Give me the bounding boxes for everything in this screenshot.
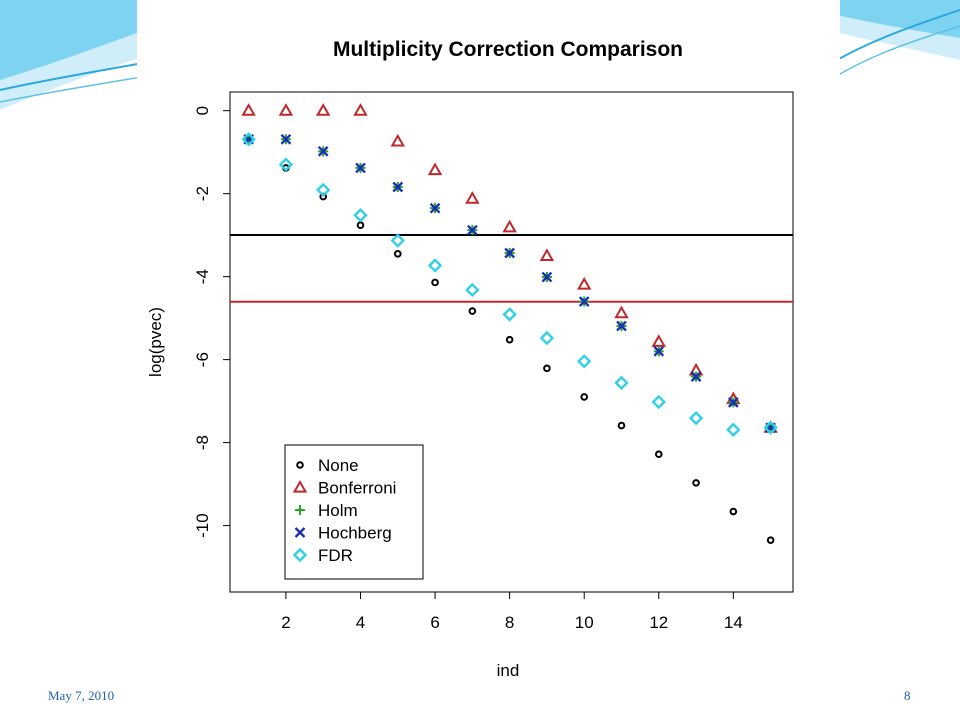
point-hochberg xyxy=(727,397,739,408)
x-tick-label: 8 xyxy=(505,613,514,632)
plot-frame xyxy=(229,91,794,593)
point-fdr xyxy=(316,182,331,198)
point-fdr xyxy=(577,354,592,369)
point-fdr xyxy=(539,330,555,346)
point-fdr xyxy=(614,375,629,391)
y-tick-label: -2 xyxy=(193,186,212,201)
point-bonferroni xyxy=(241,103,256,116)
x-axis-label: ind xyxy=(497,661,520,680)
point-fdr xyxy=(278,157,294,172)
reference-lines xyxy=(230,233,793,303)
point-bonferroni xyxy=(502,219,517,233)
point-bonferroni xyxy=(390,133,406,147)
point-none xyxy=(356,221,365,229)
y-tick-label: -10 xyxy=(193,513,212,538)
x-tick-label: 6 xyxy=(430,613,439,632)
legend-label-hochberg: Hochberg xyxy=(318,524,392,543)
point-fdr xyxy=(688,410,704,426)
chart-title: Multiplicity Correction Comparison xyxy=(333,38,683,61)
point-hochberg xyxy=(467,224,478,236)
point-none xyxy=(617,421,626,430)
x-tick-label: 12 xyxy=(649,613,668,632)
point-fdr xyxy=(353,208,368,223)
legend-marker-hochberg xyxy=(294,527,306,538)
y-tick-label: -6 xyxy=(193,352,212,367)
point-none xyxy=(580,393,589,401)
legend-marker-fdr xyxy=(292,547,308,563)
point-fdr xyxy=(502,307,517,322)
point-bonferroni xyxy=(539,248,555,262)
point-bonferroni xyxy=(278,103,294,116)
y-tick-label: -4 xyxy=(193,269,212,284)
point-fdr xyxy=(427,258,443,273)
y-axis-label: log(pvec) xyxy=(146,307,165,377)
point-hochberg xyxy=(504,247,515,259)
point-fdr xyxy=(726,422,741,437)
data-points xyxy=(241,103,778,544)
point-hochberg xyxy=(280,133,292,145)
point-hochberg xyxy=(690,371,702,382)
footer-date: May 7, 2010 xyxy=(48,688,115,703)
point-bonferroni xyxy=(427,162,443,176)
x-tick-label: 14 xyxy=(724,613,743,632)
point-fdr xyxy=(651,394,666,410)
point-bonferroni xyxy=(614,305,629,319)
point-hochberg xyxy=(392,181,404,193)
point-hochberg xyxy=(355,162,366,174)
x-tick-label: 2 xyxy=(281,613,290,632)
legend-label-bonferroni: Bonferroni xyxy=(318,479,396,498)
y-tick-label: 0 xyxy=(193,106,212,115)
point-none xyxy=(654,450,663,459)
point-bonferroni xyxy=(576,277,592,290)
point-none xyxy=(543,364,551,373)
point-hochberg xyxy=(578,296,590,307)
page-number: 8 xyxy=(904,688,911,703)
point-bonferroni xyxy=(651,334,666,347)
point-hochberg xyxy=(541,271,553,283)
x-axis: 2 4 6 8 10 12 14 xyxy=(281,592,743,632)
point-none xyxy=(393,250,402,258)
legend: None Bonferroni Holm Hochberg FDR xyxy=(284,444,424,580)
legend-label-fdr: FDR xyxy=(318,546,353,565)
series-hochberg xyxy=(243,133,776,434)
point-fdr xyxy=(763,420,778,435)
point-bonferroni xyxy=(353,103,368,116)
point-none xyxy=(692,479,700,487)
point-hochberg xyxy=(653,345,665,357)
point-none xyxy=(468,307,477,315)
point-none xyxy=(729,507,738,516)
y-tick-label: -8 xyxy=(193,435,212,450)
point-bonferroni xyxy=(315,103,331,116)
x-tick-label: 4 xyxy=(356,613,365,632)
y-axis: 0 -2 -4 -6 -8 -10 xyxy=(193,106,230,538)
point-hochberg xyxy=(317,145,329,157)
legend-marker-holm xyxy=(295,505,305,515)
point-hochberg xyxy=(616,320,627,332)
series-holm xyxy=(243,134,776,433)
series-fdr xyxy=(241,132,778,437)
point-fdr xyxy=(390,233,405,248)
legend-marker-bonferroni xyxy=(292,479,308,493)
point-fdr xyxy=(241,132,256,147)
legend-box xyxy=(284,444,424,580)
legend-marker-none xyxy=(296,461,304,469)
point-none xyxy=(766,536,775,544)
legend-label-holm: Holm xyxy=(318,501,358,520)
legend-label-none: None xyxy=(318,456,359,475)
chart-panel xyxy=(137,0,840,705)
point-fdr xyxy=(465,282,480,298)
point-hochberg xyxy=(429,202,441,214)
point-none xyxy=(431,278,439,287)
x-tick-label: 10 xyxy=(575,613,594,632)
point-bonferroni xyxy=(465,191,480,204)
point-none xyxy=(505,335,514,344)
